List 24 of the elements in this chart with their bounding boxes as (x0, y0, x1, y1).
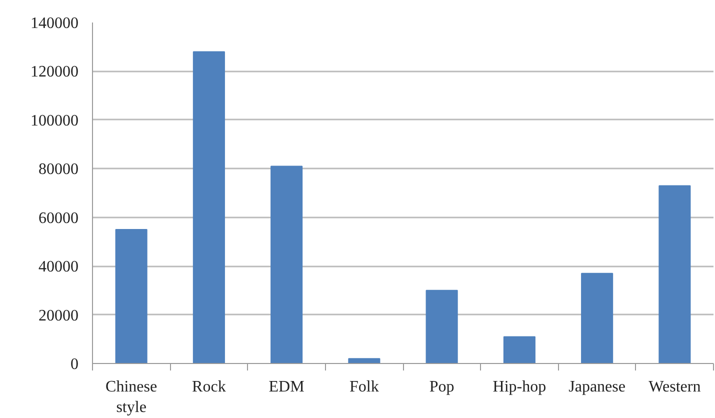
bar (348, 358, 380, 364)
bar (115, 229, 148, 364)
x-tick-label: Chinese style (106, 378, 158, 416)
bar (658, 185, 691, 364)
y-tick-label: 80000 (38, 161, 78, 178)
y-tick-label: 140000 (30, 15, 78, 32)
y-tick-label: 0 (70, 356, 78, 373)
bar (426, 290, 458, 364)
y-tick-label: 40000 (38, 258, 78, 276)
x-tick-label: EDM (268, 378, 304, 396)
bar (270, 166, 303, 364)
y-tick-label: 20000 (38, 307, 78, 324)
bar (192, 51, 225, 364)
bar (503, 336, 536, 364)
x-tick-label: Hip-hop (492, 378, 546, 396)
x-tick-label: Pop (429, 378, 454, 396)
bar (581, 272, 614, 364)
y-tick-label: 100000 (30, 112, 78, 130)
x-tick-label: Japanese (568, 378, 626, 396)
y-tick-label: 120000 (30, 64, 78, 81)
y-tick-label: 60000 (38, 210, 78, 227)
x-tick-label: Rock (192, 378, 226, 396)
x-tick-label: Western (648, 378, 701, 396)
x-tick-label: Folk (350, 378, 379, 396)
